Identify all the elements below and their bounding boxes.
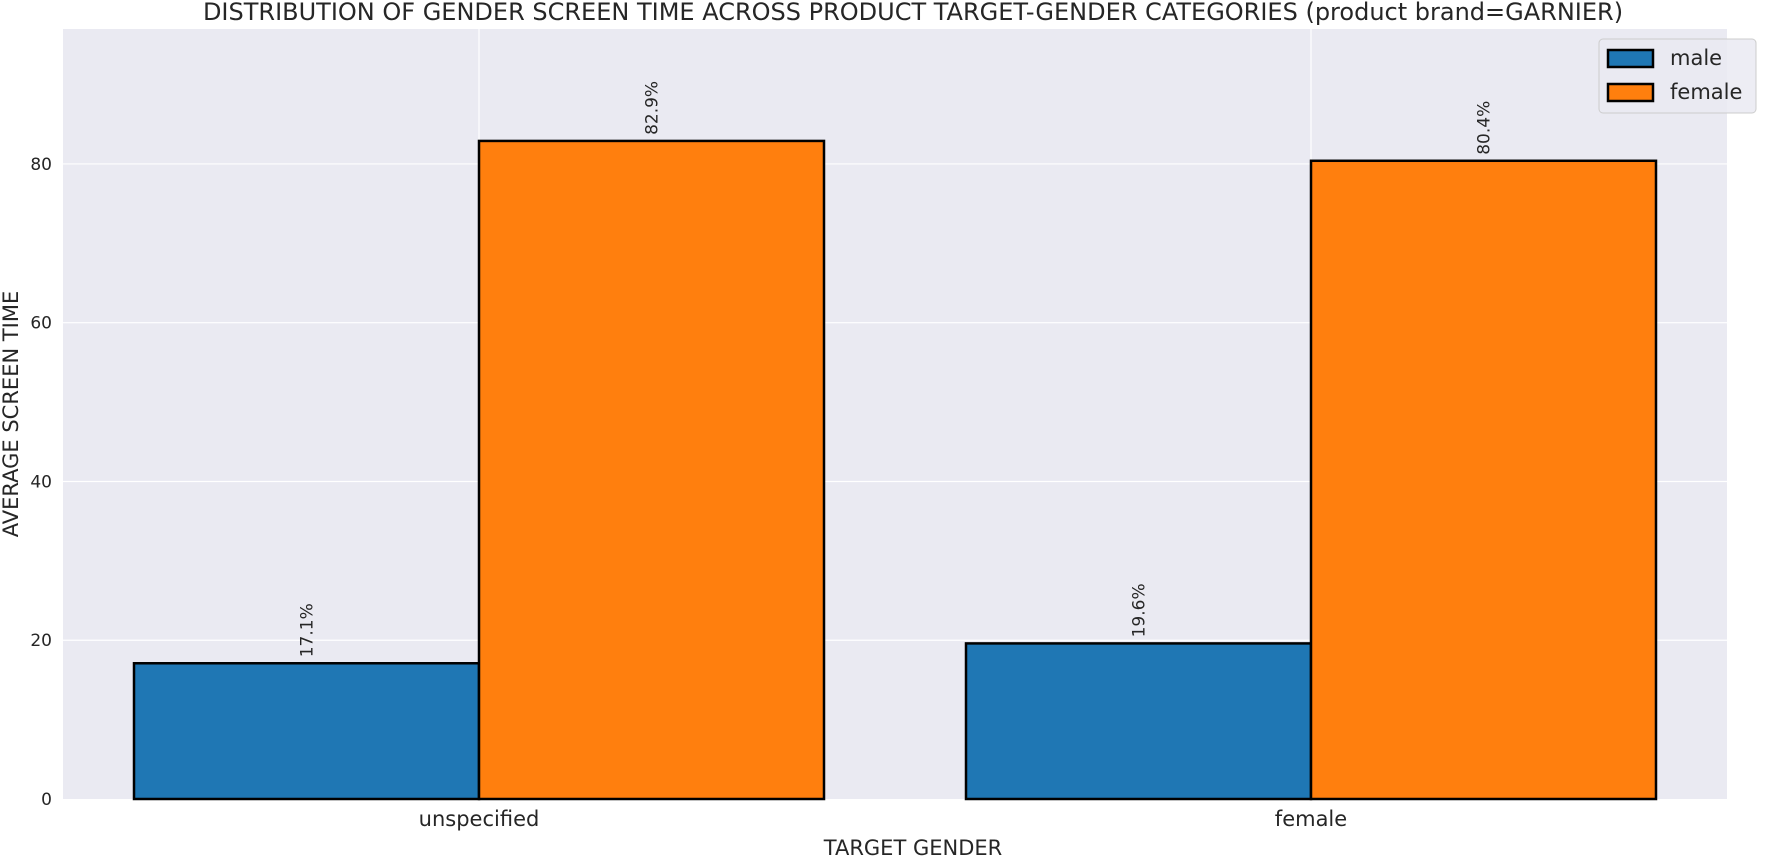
bar-male-female	[964, 642, 1313, 801]
legend-swatch-male	[1606, 48, 1655, 69]
y-tick-label: 40	[30, 472, 52, 492]
chart-title: DISTRIBUTION OF GENDER SCREEN TIME ACROS…	[203, 0, 1623, 26]
legend-swatch-female	[1606, 82, 1655, 103]
y-tick-label: 20	[30, 631, 52, 651]
y-axis: 0 20 40 60 80	[30, 155, 52, 810]
bar-female-female	[1309, 159, 1658, 801]
legend-label-male: male	[1670, 46, 1722, 70]
x-tick-label: female	[1275, 807, 1347, 831]
bar-male-unspecified	[132, 662, 481, 801]
bar-female-unspecified	[477, 139, 826, 801]
legend-label-female: female	[1670, 80, 1742, 104]
y-tick-label: 0	[41, 790, 52, 810]
y-tick-label: 80	[30, 155, 52, 175]
x-axis: unspecified female	[419, 807, 1348, 831]
data-label: 19.6%	[1130, 583, 1150, 637]
bars: 17.1% 82.9% 19.6% 80.4%	[132, 81, 1658, 801]
data-label: 82.9%	[643, 81, 663, 135]
y-axis-title: AVERAGE SCREEN TIME	[0, 291, 23, 538]
data-label: 17.1%	[298, 603, 318, 657]
x-tick-label: unspecified	[419, 807, 540, 831]
data-label: 80.4%	[1475, 101, 1495, 155]
y-tick-label: 60	[30, 314, 52, 334]
x-axis-title: TARGET GENDER	[823, 836, 1002, 859]
legend: male female	[1598, 38, 1757, 114]
